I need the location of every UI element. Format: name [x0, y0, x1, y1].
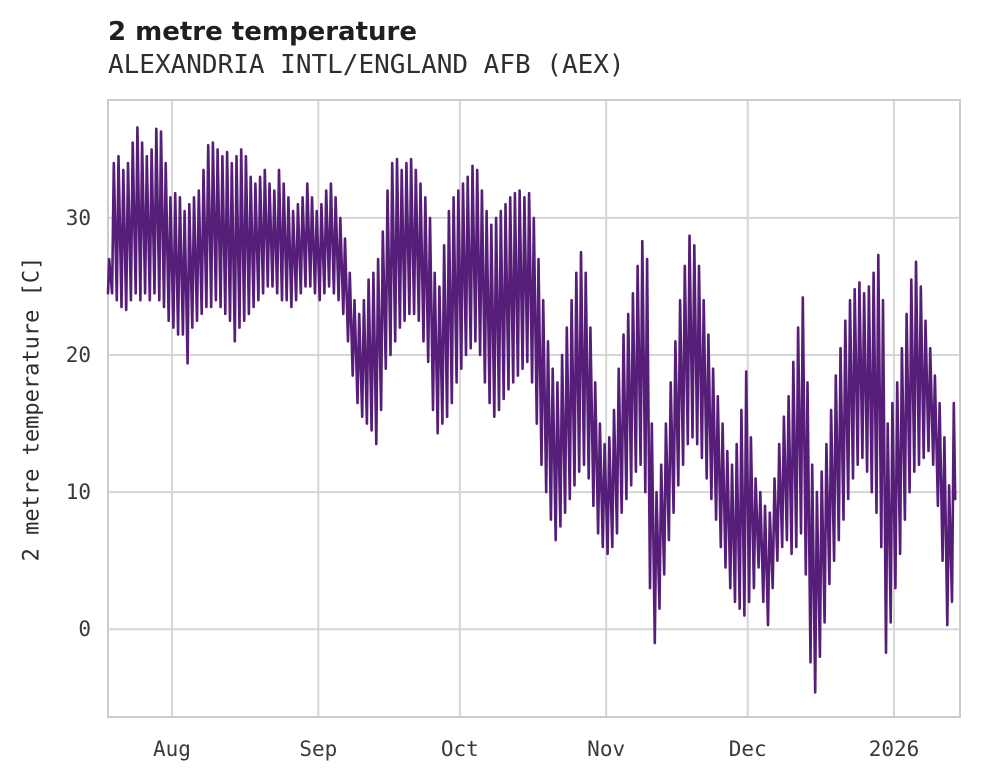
x-tick-label: 2026 [869, 737, 920, 761]
chart-subtitle: ALEXANDRIA INTL/ENGLAND AFB (AEX) [108, 50, 625, 80]
x-tick-label: Aug [153, 737, 191, 761]
y-tick-label: 20 [66, 343, 91, 367]
x-tick-label: Oct [441, 737, 479, 761]
axes-frame [107, 99, 961, 718]
temperature-series-line [106, 126, 957, 694]
y-tick-label: 10 [66, 480, 91, 504]
x-tick-label: Dec [729, 737, 767, 761]
y-tick-label: 30 [66, 206, 91, 230]
y-tick-label: 0 [78, 617, 91, 641]
x-tick-label: Sep [299, 737, 337, 761]
chart-title: 2 metre temperature [108, 17, 417, 47]
x-tick-label: Nov [587, 737, 625, 761]
